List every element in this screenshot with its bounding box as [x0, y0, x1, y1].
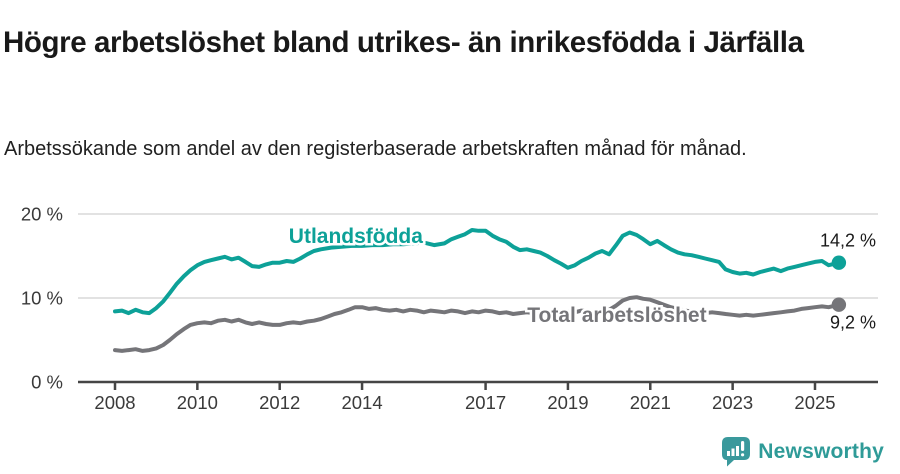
y-tick-label: 10 % — [21, 288, 63, 309]
x-tick-label: 2019 — [547, 392, 588, 413]
x-tick-label: 2025 — [794, 392, 835, 413]
newsworthy-wordmark: Newsworthy — [758, 440, 884, 463]
series-line-utlandsfödda — [113, 228, 841, 316]
series-end-label: 9,2 % — [830, 313, 876, 333]
x-tick-label: 2023 — [712, 392, 753, 413]
x-tick-label: 2014 — [341, 392, 382, 413]
series-end-label: 14,2 % — [820, 231, 876, 251]
x-tick-label: 2021 — [630, 392, 671, 413]
series-label: Total arbetslöshet — [527, 304, 706, 327]
x-tick-label: 2008 — [94, 392, 135, 413]
x-tick-label: 2012 — [259, 392, 300, 413]
series-line-total-arbetslöshet — [113, 295, 841, 353]
series-end-dot — [831, 255, 847, 270]
page-subtitle: Arbetssökande som andel av den registerb… — [4, 138, 747, 160]
y-tick-label: 20 % — [21, 204, 63, 225]
x-tick-label: 2017 — [465, 392, 506, 413]
page-title: Högre arbetslöshet bland utrikes- än inr… — [3, 25, 804, 59]
y-tick-label: 0 % — [31, 372, 63, 393]
newsworthy-logo[interactable]: Newsworthy — [722, 437, 884, 467]
x-tick-label: 2010 — [177, 392, 218, 413]
series-end-dot — [831, 297, 847, 312]
newsworthy-icon — [722, 437, 751, 467]
series-label: Utlandsfödda — [289, 225, 423, 248]
